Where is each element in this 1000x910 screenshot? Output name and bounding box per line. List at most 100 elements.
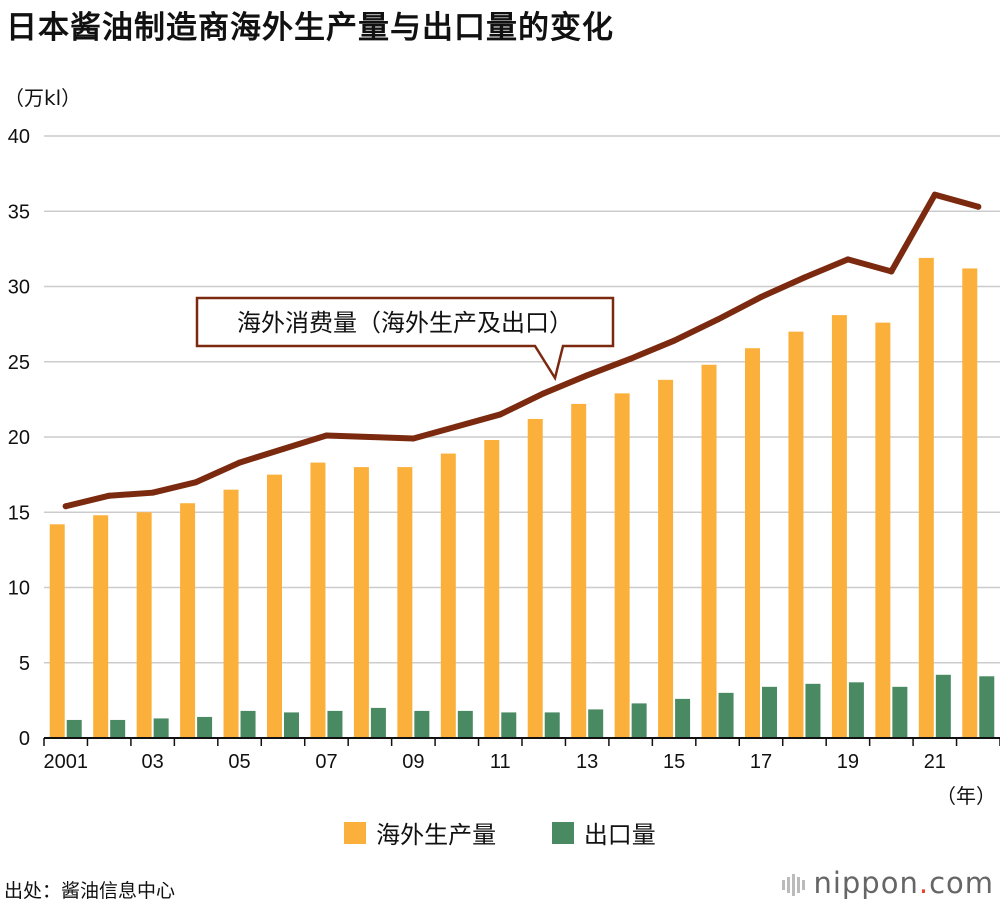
y-tick-label: 25 [8,352,30,374]
bar-overseas-production [701,364,717,738]
line-point [236,459,243,466]
line-point [627,355,634,362]
y-tick-label: 30 [8,277,30,299]
bar-export-volume [979,676,995,738]
bar-export-volume [327,710,343,738]
bar-overseas-production [831,315,847,738]
bar-export-volume [414,710,430,738]
bar-overseas-production [962,268,978,738]
bar-export-volume [935,674,951,738]
bar-export-volume [284,712,299,738]
line-point [714,316,721,323]
y-tick-label: 5 [19,653,30,675]
x-tick-label: 11 [490,751,511,773]
bar-overseas-production [745,348,760,738]
x-tick-label: 09 [402,751,424,773]
y-tick-label: 35 [8,201,30,223]
bar-export-volume [457,710,473,738]
x-tick-label: 13 [576,751,598,773]
line-point [888,268,895,275]
bar-export-volume [110,719,126,738]
bar-overseas-production [484,440,500,738]
legend-item-export: 出口量 [551,815,656,850]
annotation-text: 海外消费量（海外生产及出口） [237,309,573,337]
bar-export-volume [66,719,82,738]
y-tick-label: 10 [8,578,30,600]
line-point [62,503,69,510]
nippon-logo[interactable]: nippon.com [782,866,994,900]
line-point [844,256,851,263]
bar-export-volume [718,692,734,738]
annotation-callout [195,296,615,382]
bar-overseas-production [571,403,587,738]
line-point [106,492,113,499]
line-point [931,191,938,198]
bar-overseas-production [614,393,630,738]
bar-overseas-production [658,379,674,738]
y-tick-label: 15 [8,502,30,524]
bar-export-volume [501,712,517,738]
bar-export-volume [197,716,213,738]
legend-item-overseas: 海外生产量 [344,815,496,850]
line-point [584,372,591,379]
bar-export-volume [544,712,560,738]
bar-export-volume [588,709,604,738]
bar-overseas-production [136,512,152,738]
logo-dot: . [918,866,930,900]
bar-export-volume [892,686,908,738]
legend-swatch-export [551,821,574,844]
y-tick-label: 0 [19,728,30,750]
y-tick-label: 20 [8,427,30,449]
bar-export-volume [153,718,169,738]
bar-overseas-production [440,453,456,738]
legend-label-overseas: 海外生产量 [376,821,497,849]
bar-export-volume [762,686,777,738]
bar-overseas-production [49,524,65,738]
bar-overseas-production [875,322,891,738]
x-tick-label: 15 [663,751,685,773]
legend-label-export: 出口量 [583,821,656,849]
line-point [323,432,330,439]
legend-swatch-overseas [344,821,367,844]
line-point [540,390,547,397]
bar-overseas-production [788,331,804,738]
line-point [671,337,678,344]
bar-overseas-production [918,257,934,738]
line-point [801,274,808,281]
x-tick-label: 17 [750,751,772,773]
bar-export-volume [675,698,691,738]
x-axis-unit: （年） [936,784,996,808]
line-point [366,434,373,440]
bar-export-volume [848,682,864,738]
line-overseas-consumption [62,191,982,510]
y-tick-label: 40 [8,126,30,148]
line-point [497,411,504,418]
bar-overseas-production [527,418,543,738]
bar-overseas-production [267,474,282,738]
bar-overseas-production [180,503,196,738]
logo-suffix: com [929,866,994,900]
legend: 海外生产量 出口量 [0,815,1000,850]
bar-overseas-production [223,489,239,738]
bar-export-volume [631,703,647,738]
bar-export-volume [240,710,256,738]
x-tick-label: 19 [837,751,859,773]
logo-name: nippon [813,866,919,900]
chart-title: 日本酱油制造商海外生产量与出口量的变化 [6,10,614,46]
line-point [149,489,156,496]
bar-overseas-production [310,462,326,738]
logo-bars-icon [782,874,807,896]
y-axis-unit: （万kl） [4,86,82,110]
x-tick-label: 21 [924,751,946,773]
bar-overseas-production [93,515,109,738]
line-point [453,423,460,430]
x-tick-label: 03 [142,751,164,773]
bar-export-volume [805,683,821,738]
x-tick-label: 07 [315,751,337,773]
bar-overseas-production [353,467,369,738]
bar-overseas-production [397,467,413,738]
bar-export-volume [370,707,386,738]
line-point [410,435,417,442]
source-note: 出处：酱油信息中心 [4,880,176,902]
